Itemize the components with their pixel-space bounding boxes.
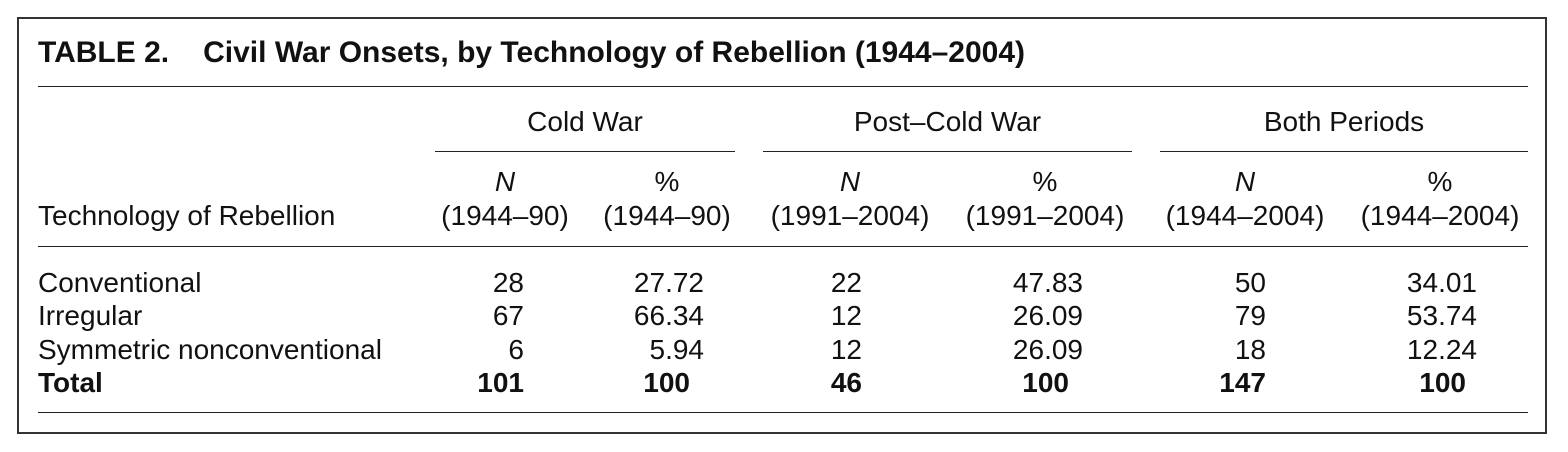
total-cell: 100	[1419, 367, 1466, 398]
header-rule	[38, 246, 1528, 247]
table-cell: 50	[1234, 267, 1266, 298]
total-cell: 100	[1022, 367, 1069, 398]
top-rule	[38, 86, 1528, 87]
column-header-n-cold-war: N (1944–90)	[430, 165, 580, 233]
table-cell: 53.74	[1406, 300, 1477, 331]
row-header-label: Technology of Rebellion	[38, 200, 336, 231]
group-rule-both-periods	[1160, 151, 1528, 152]
table-number: TABLE 2.	[38, 36, 170, 69]
table-cell: 6	[508, 334, 524, 365]
column-period: (1944–90)	[441, 200, 569, 231]
table-cell: 79	[1234, 300, 1266, 331]
table-cell: 67	[492, 300, 524, 331]
table-cell: 34.01	[1406, 267, 1477, 298]
column-symbol: N	[494, 166, 516, 197]
table-cell: 26.09	[1012, 334, 1083, 365]
row-label-conventional: Conventional	[38, 267, 202, 298]
group-header-cold-war: Cold War	[527, 106, 643, 137]
table-cell: 27.72	[633, 267, 704, 298]
group-header-post-cold-war: Post–Cold War	[853, 106, 1042, 137]
table-cell: 12	[830, 300, 862, 331]
total-cell: 147	[1219, 367, 1266, 398]
column-header-n-post-cold-war: N (1991–2004)	[760, 165, 940, 233]
column-header-pct-post-cold-war: % (1991–2004)	[955, 165, 1135, 233]
table-cell: 26.09	[1012, 300, 1083, 331]
column-period: (1991–2004)	[965, 200, 1125, 231]
bottom-rule	[38, 412, 1528, 413]
column-period: (1944–2004)	[1360, 200, 1520, 231]
table-title-text: Civil War Onsets, by Technology of Rebel…	[203, 36, 1026, 69]
group-header-both-periods: Both Periods	[1263, 106, 1425, 137]
table-cell: 12.24	[1406, 334, 1477, 365]
table-title: TABLE 2. Civil War Onsets, by Technology …	[38, 34, 1025, 72]
total-cell: 101	[477, 367, 524, 398]
table-cell: 18	[1234, 334, 1266, 365]
column-period: (1991–2004)	[770, 200, 930, 231]
row-label-symmetric-nonconventional: Symmetric nonconventional	[38, 334, 382, 365]
total-cell: 46	[830, 367, 862, 398]
column-symbol: %	[1032, 166, 1058, 197]
column-symbol: N	[1234, 166, 1256, 197]
table-cell: 47.83	[1012, 267, 1083, 298]
column-header-pct-cold-war: % (1944–90)	[592, 165, 742, 233]
column-symbol: %	[1427, 166, 1453, 197]
group-rule-cold-war	[435, 151, 735, 152]
row-label-irregular: Irregular	[38, 300, 143, 331]
table-cell: 5.94	[649, 334, 705, 365]
column-symbol: N	[839, 166, 861, 197]
column-symbol: %	[654, 166, 680, 197]
total-cell: 100	[643, 367, 690, 398]
table-frame	[17, 17, 1547, 434]
table-cell: 66.34	[633, 300, 704, 331]
column-header-pct-both-periods: % (1944–2004)	[1350, 165, 1530, 233]
table-cell: 28	[492, 267, 524, 298]
row-label-total: Total	[38, 367, 103, 398]
group-rule-post-cold-war	[763, 151, 1132, 152]
table-cell: 22	[830, 267, 862, 298]
column-period: (1944–2004)	[1165, 200, 1325, 231]
column-header-n-both-periods: N (1944–2004)	[1155, 165, 1335, 233]
table-cell: 12	[830, 334, 862, 365]
column-period: (1944–90)	[603, 200, 731, 231]
